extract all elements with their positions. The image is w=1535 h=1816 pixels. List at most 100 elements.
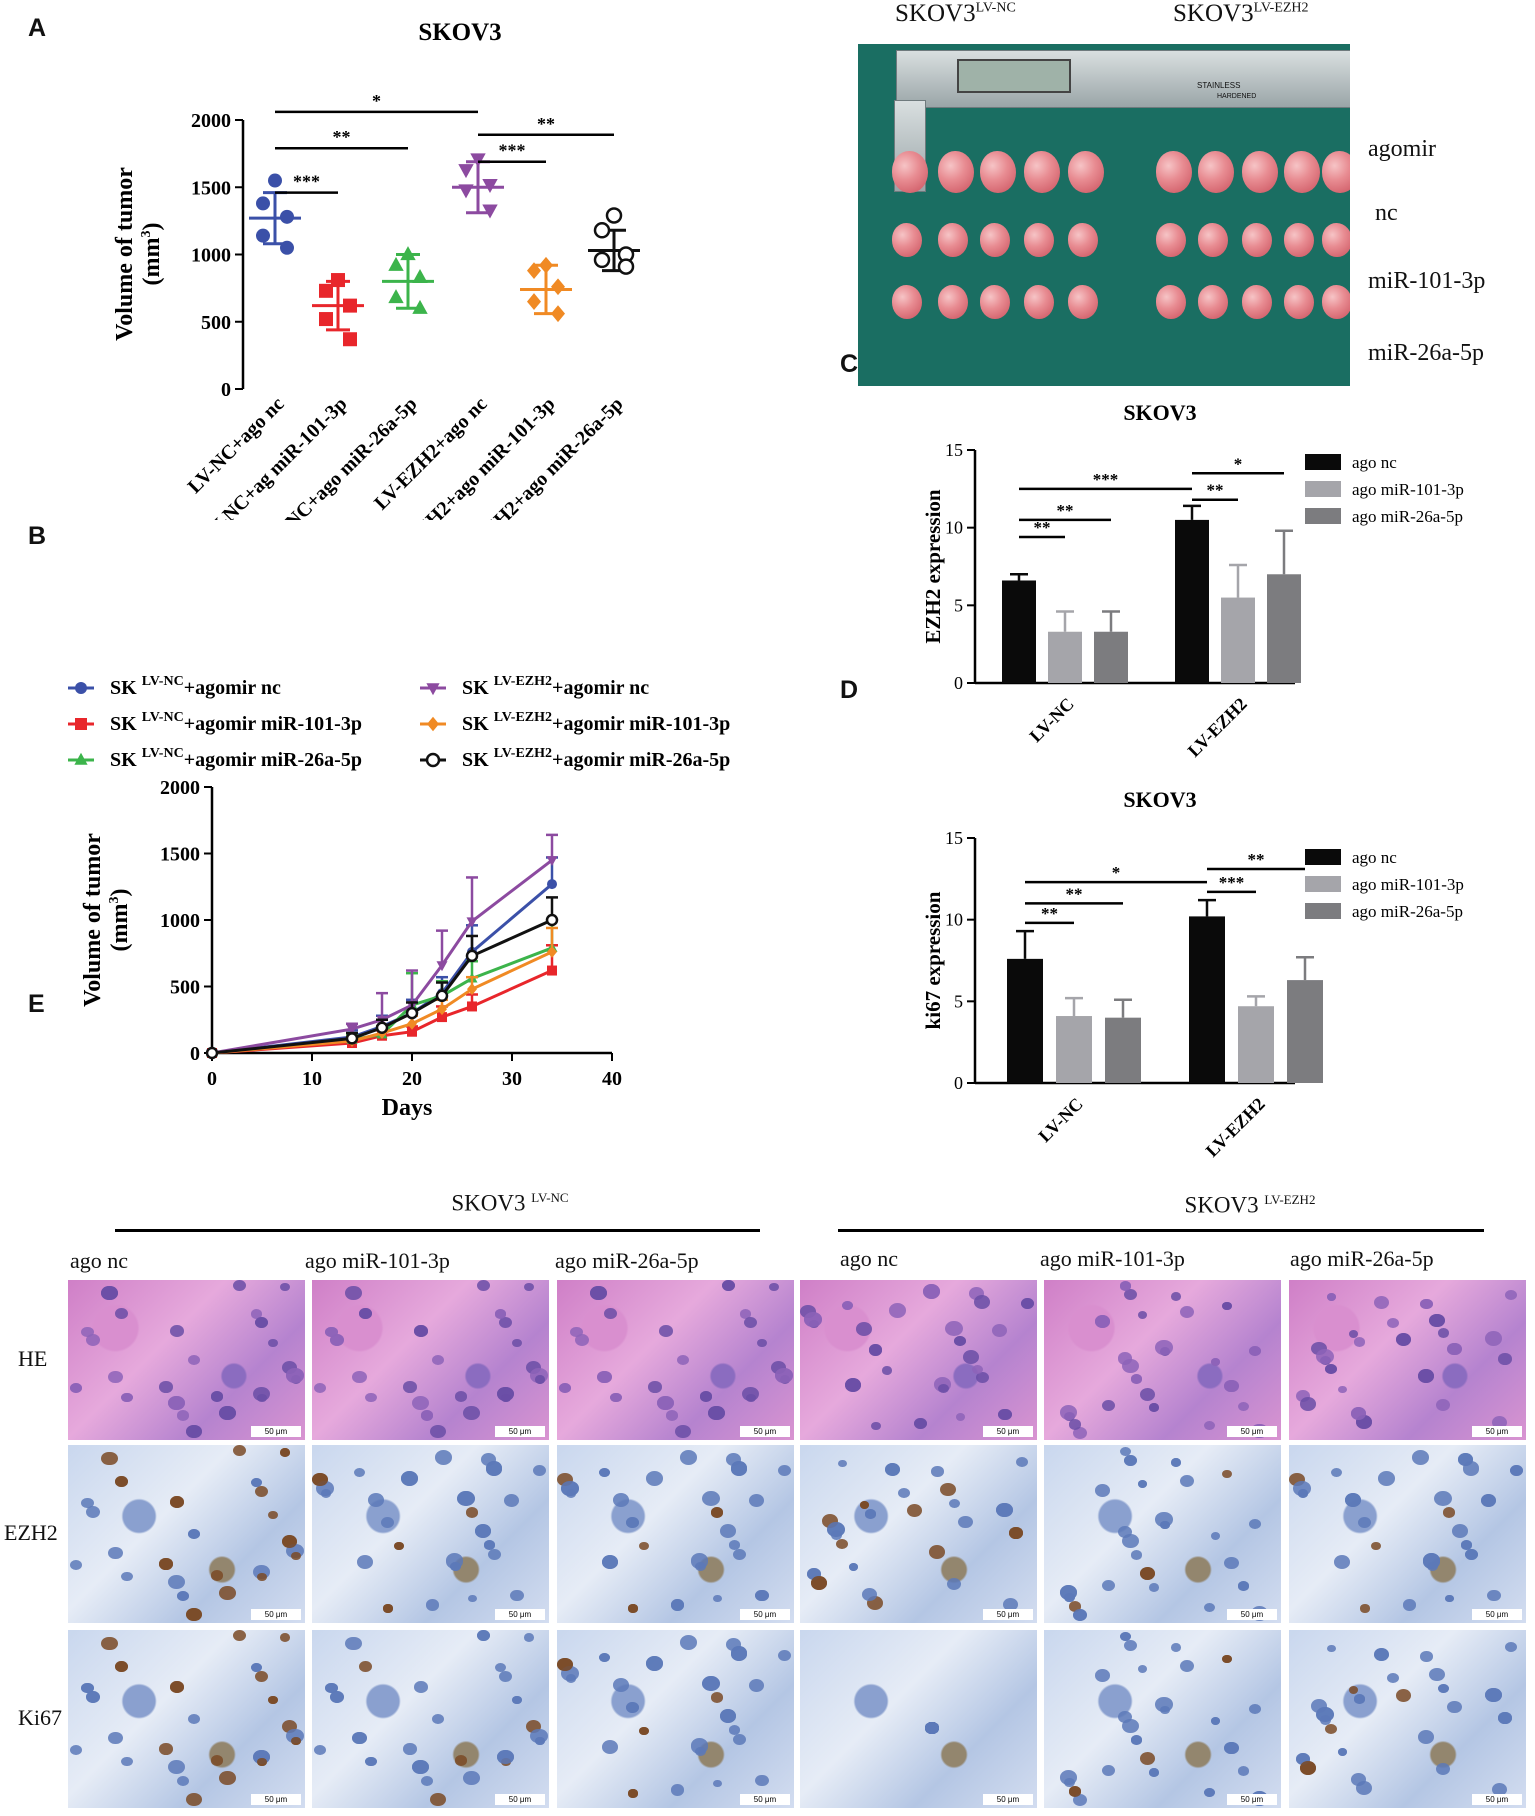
- cell-nucleus: [1059, 1769, 1078, 1785]
- cell-nucleus: [1237, 1581, 1250, 1592]
- cell-nucleus: [1358, 1517, 1372, 1529]
- legend-swatch: [1305, 876, 1341, 892]
- scale-bar: 50 μm: [1472, 1794, 1522, 1805]
- cell-nucleus: [768, 1282, 779, 1292]
- legend-label: ago miR-26a-5p: [1352, 902, 1463, 921]
- tumor-sample: [1322, 151, 1350, 193]
- legend-label: SK LV-NC+agomir miR-101-3p: [110, 710, 362, 735]
- tumor-sample: [892, 285, 922, 319]
- cell-nucleus: [314, 1745, 327, 1756]
- cell-nucleus: [730, 1461, 748, 1476]
- cell-nucleus: [232, 1445, 246, 1456]
- cell-nucleus: [430, 1425, 446, 1439]
- cell-nucleus: [534, 1736, 545, 1746]
- tumor-sample: [1284, 151, 1320, 193]
- cell-nucleus: [170, 1325, 185, 1337]
- legend-label-post: +agomir nc: [184, 677, 281, 699]
- cell-nucleus: [414, 1325, 429, 1337]
- y-axis-label: EZH2 expression: [921, 489, 945, 644]
- cell-nucleus: [219, 1406, 236, 1420]
- cell-nucleus: [1059, 1584, 1078, 1600]
- cell-nucleus: [257, 1573, 267, 1582]
- cell-nucleus: [1505, 1290, 1517, 1301]
- cell-nucleus: [755, 1774, 769, 1786]
- tumor-sample: [1024, 285, 1054, 319]
- histology-tile: 50 μm: [1044, 1445, 1281, 1623]
- cell-nucleus: [101, 1451, 118, 1466]
- tumor-sample: [1024, 151, 1060, 193]
- bar: [1238, 1006, 1274, 1083]
- cell-nucleus: [81, 1497, 94, 1508]
- cell-nucleus: [487, 1548, 501, 1560]
- data-point: [375, 1021, 389, 1034]
- cell-nucleus: [432, 1354, 445, 1366]
- cell-nucleus: [1324, 1363, 1338, 1375]
- bar: [1267, 574, 1301, 683]
- cell-nucleus: [975, 1372, 989, 1384]
- legend-label-sup: LV-EZH2: [494, 746, 552, 761]
- legend-label-sup: LV-EZH2: [494, 710, 552, 725]
- tumor-sample: [892, 151, 928, 193]
- data-point: [388, 256, 404, 271]
- cell-nucleus: [121, 1571, 133, 1581]
- cell-nucleus: [701, 1491, 720, 1507]
- histology-row-label: Ki67: [18, 1705, 62, 1730]
- y-axis-label-sup: 3: [139, 231, 154, 238]
- cell-nucleus: [1009, 1527, 1023, 1539]
- cell-nucleus: [871, 1422, 881, 1431]
- y-tick-label: 0: [221, 379, 231, 401]
- cell-nucleus: [648, 1381, 662, 1393]
- cell-nucleus: [1438, 1328, 1450, 1338]
- cell-nucleus: [646, 1471, 664, 1486]
- cell-nucleus: [677, 1354, 690, 1366]
- cell-nucleus: [250, 1477, 262, 1488]
- cell-nucleus: [626, 1517, 640, 1529]
- significance-label: ***: [1093, 470, 1119, 489]
- cell-nucleus: [710, 1692, 724, 1704]
- data-point: [551, 305, 565, 323]
- data-point: [617, 258, 635, 275]
- tumor-sample: [1284, 285, 1314, 319]
- cell-nucleus: [1498, 1353, 1512, 1365]
- cell-nucleus: [1444, 1594, 1455, 1603]
- data-point: [539, 256, 553, 274]
- cell-nucleus: [434, 1449, 453, 1465]
- tumor-photo: STAINLESS HARDENED: [858, 44, 1350, 386]
- cell-nucleus: [403, 1743, 417, 1755]
- cell-nucleus: [257, 1758, 267, 1767]
- histology-tile: 50 μm: [557, 1445, 794, 1623]
- cell-nucleus: [996, 1502, 1013, 1517]
- y-axis-label: Volume of tumor(mm3): [80, 833, 133, 1007]
- y-axis-label-close: ): [139, 223, 165, 231]
- bar: [1105, 1017, 1141, 1083]
- cell-nucleus: [268, 1338, 279, 1347]
- cell-nucleus: [1124, 1639, 1138, 1652]
- cell-nucleus: [991, 1323, 1007, 1337]
- cell-nucleus: [612, 1492, 630, 1507]
- scale-bar: 50 μm: [740, 1794, 790, 1805]
- histology-tile: 50 μm: [800, 1630, 1037, 1808]
- data-point: [482, 204, 498, 219]
- cell-nucleus: [864, 1509, 876, 1519]
- photo-row-label-mir26a: miR-26a-5p: [1368, 340, 1484, 366]
- panel-letter-a: A: [28, 14, 47, 42]
- cell-nucleus: [924, 1722, 939, 1734]
- bar: [1094, 631, 1128, 683]
- tumor-sample: [1242, 285, 1272, 319]
- cell-nucleus: [1371, 1541, 1382, 1551]
- cell-nucleus: [499, 1671, 513, 1683]
- y-axis-label-line2: (mm: [107, 904, 133, 952]
- legend-swatch: [1305, 454, 1341, 470]
- scale-bar: 50 μm: [251, 1609, 301, 1620]
- cell-nucleus: [383, 1604, 393, 1613]
- cell-nucleus: [775, 1367, 793, 1383]
- cell-nucleus: [188, 1528, 201, 1540]
- cell-nucleus: [281, 1535, 298, 1549]
- cell-nucleus: [186, 1792, 202, 1807]
- histology-row-label: HE: [18, 1346, 48, 1371]
- cell-nucleus: [255, 1671, 269, 1683]
- cell-nucleus: [1121, 1359, 1139, 1374]
- cell-nucleus: [403, 1381, 417, 1393]
- cell-nucleus: [345, 1285, 362, 1300]
